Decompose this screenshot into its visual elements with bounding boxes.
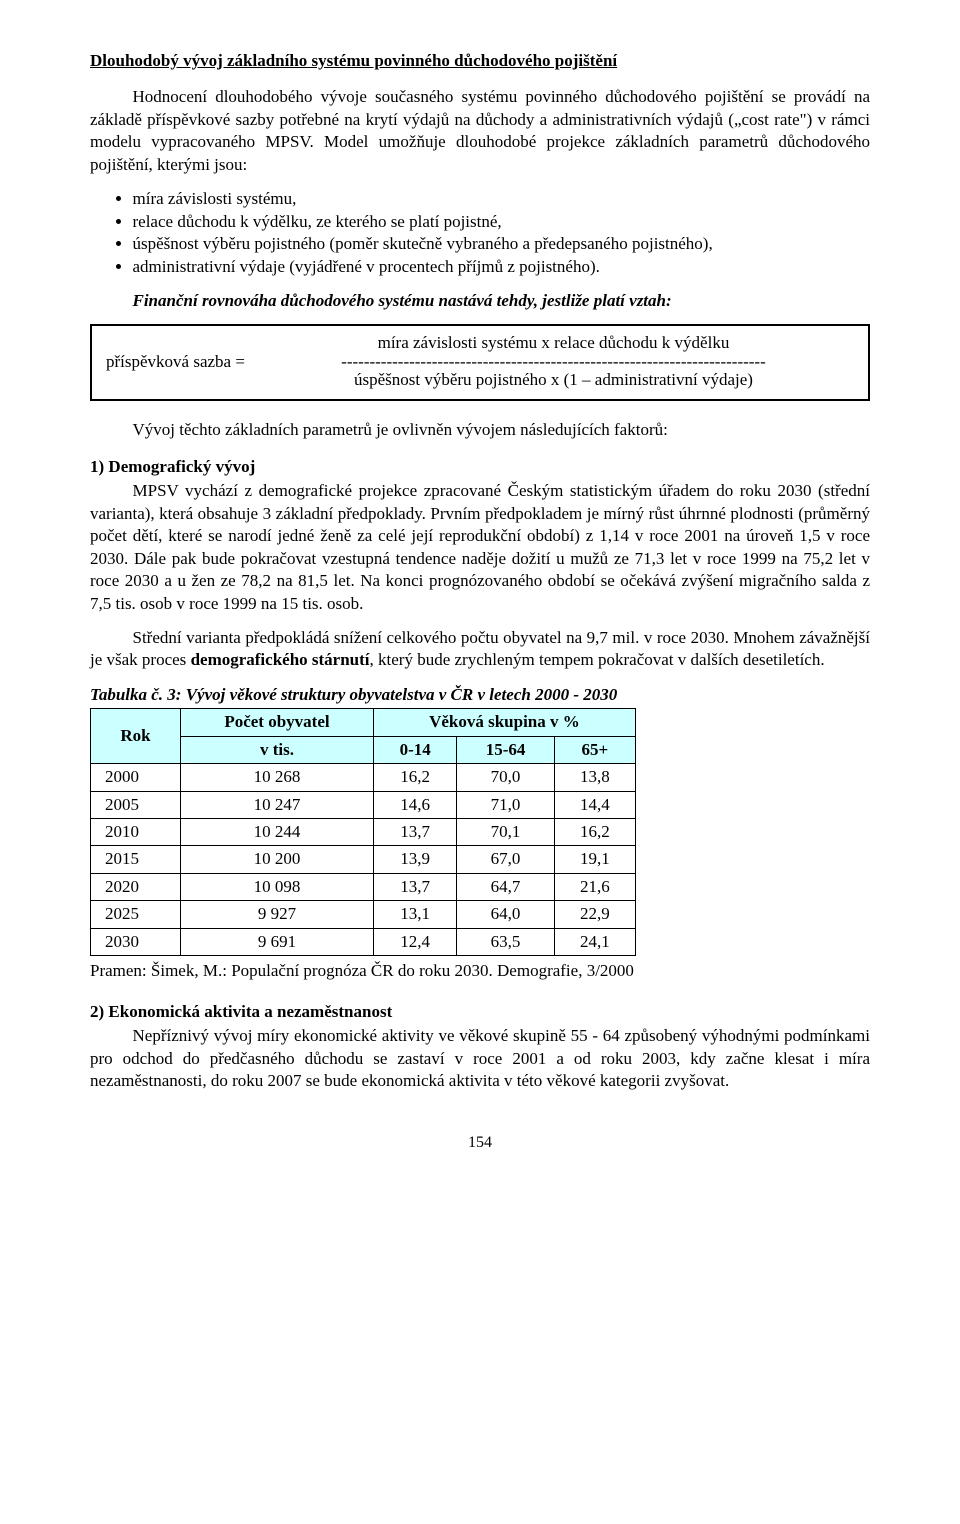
col-pocet-a: Počet obyvatel: [181, 709, 374, 736]
cell-c: 24,1: [554, 928, 635, 955]
col-014: 0-14: [373, 736, 457, 763]
cell-pocet: 10 200: [181, 846, 374, 873]
table-row: 2010 10 244 13,7 70,1 16,2: [91, 819, 636, 846]
list-item: úspěšnost výběru pojistného (poměr skute…: [133, 233, 871, 255]
cell-c: 14,4: [554, 791, 635, 818]
col-1564: 15-64: [457, 736, 554, 763]
cell-a: 12,4: [373, 928, 457, 955]
cell-pocet: 10 268: [181, 764, 374, 791]
cell-pocet: 10 247: [181, 791, 374, 818]
table-head: Rok Počet obyvatel Věková skupina v % v …: [91, 709, 636, 764]
formula-divider: ----------------------------------------…: [253, 357, 854, 367]
list-item: administrativní výdaje (vyjádřené v proc…: [133, 256, 871, 278]
cell-a: 13,7: [373, 873, 457, 900]
cell-rok: 2020: [91, 873, 181, 900]
cell-rok: 2015: [91, 846, 181, 873]
table-row: 2025 9 927 13,1 64,0 22,9: [91, 901, 636, 928]
col-rok: Rok: [91, 709, 181, 764]
demografie-p2-b: demografického stárnutí: [191, 650, 370, 669]
cell-c: 21,6: [554, 873, 635, 900]
cell-a: 13,9: [373, 846, 457, 873]
formula-rhs: míra závislosti systému x relace důchodu…: [253, 332, 854, 391]
demografie-heading: 1) Demografický vývoj: [90, 456, 870, 478]
list-item: relace důchodu k výdělku, ze kterého se …: [133, 211, 871, 233]
table-source: Pramen: Šimek, M.: Populační prognóza ČR…: [90, 960, 870, 982]
cell-pocet: 9 691: [181, 928, 374, 955]
formula-lhs: příspěvková sazba =: [106, 351, 245, 373]
cell-rok: 2005: [91, 791, 181, 818]
page-container: Dlouhodobý vývoj základního systému povi…: [0, 0, 960, 1193]
table-caption: Tabulka č. 3: Vývoj věkové struktury oby…: [90, 684, 870, 706]
cell-pocet: 10 098: [181, 873, 374, 900]
col-pocet-b: v tis.: [181, 736, 374, 763]
after-formula: Vývoj těchto základních parametrů je ovl…: [90, 419, 870, 441]
cell-b: 70,0: [457, 764, 554, 791]
cell-b: 64,0: [457, 901, 554, 928]
table-row: 2015 10 200 13,9 67,0 19,1: [91, 846, 636, 873]
table-body: 2000 10 268 16,2 70,0 13,8 2005 10 247 1…: [91, 764, 636, 956]
table-row: 2000 10 268 16,2 70,0 13,8: [91, 764, 636, 791]
cell-a: 13,7: [373, 819, 457, 846]
cell-b: 70,1: [457, 819, 554, 846]
table-row: 2005 10 247 14,6 71,0 14,4: [91, 791, 636, 818]
cell-c: 16,2: [554, 819, 635, 846]
cell-pocet: 9 927: [181, 901, 374, 928]
list-item: míra závislosti systému,: [133, 188, 871, 210]
cell-a: 16,2: [373, 764, 457, 791]
cell-pocet: 10 244: [181, 819, 374, 846]
ekon-p1: Nepříznivý vývoj míry ekonomické aktivit…: [90, 1025, 870, 1092]
formula-denominator: úspěšnost výběru pojistného x (1 – admin…: [253, 369, 854, 391]
cell-c: 19,1: [554, 846, 635, 873]
intro-paragraph: Hodnocení dlouhodobého vývoje současného…: [90, 86, 870, 176]
formula-box: příspěvková sazba = míra závislosti syst…: [90, 324, 870, 401]
demografie-p2: Střední varianta předpokládá snížení cel…: [90, 627, 870, 672]
cell-b: 63,5: [457, 928, 554, 955]
cell-a: 14,6: [373, 791, 457, 818]
section-title: Dlouhodobý vývoj základního systému povi…: [90, 50, 870, 72]
table-row: Rok Počet obyvatel Věková skupina v %: [91, 709, 636, 736]
cell-b: 67,0: [457, 846, 554, 873]
cell-rok: 2000: [91, 764, 181, 791]
col-span: Věková skupina v %: [373, 709, 635, 736]
demografie-p1: MPSV vychází z demografické projekce zpr…: [90, 480, 870, 615]
ekon-heading: 2) Ekonomická aktivita a nezaměstnanost: [90, 1001, 870, 1023]
col-65: 65+: [554, 736, 635, 763]
cell-rok: 2010: [91, 819, 181, 846]
cell-c: 13,8: [554, 764, 635, 791]
intro-bullets: míra závislosti systému, relace důchodu …: [90, 188, 870, 278]
table-row: 2030 9 691 12,4 63,5 24,1: [91, 928, 636, 955]
cell-b: 64,7: [457, 873, 554, 900]
table-row: 2020 10 098 13,7 64,7 21,6: [91, 873, 636, 900]
demografie-p2-c: , který bude zrychleným tempem pokračova…: [370, 650, 825, 669]
cell-rok: 2025: [91, 901, 181, 928]
age-structure-table: Rok Počet obyvatel Věková skupina v % v …: [90, 708, 636, 956]
cell-a: 13,1: [373, 901, 457, 928]
page-number: 154: [90, 1132, 870, 1153]
cell-rok: 2030: [91, 928, 181, 955]
cell-c: 22,9: [554, 901, 635, 928]
cell-b: 71,0: [457, 791, 554, 818]
formula-row: příspěvková sazba = míra závislosti syst…: [106, 332, 854, 391]
relation-sentence: Finanční rovnováha důchodového systému n…: [90, 290, 870, 312]
